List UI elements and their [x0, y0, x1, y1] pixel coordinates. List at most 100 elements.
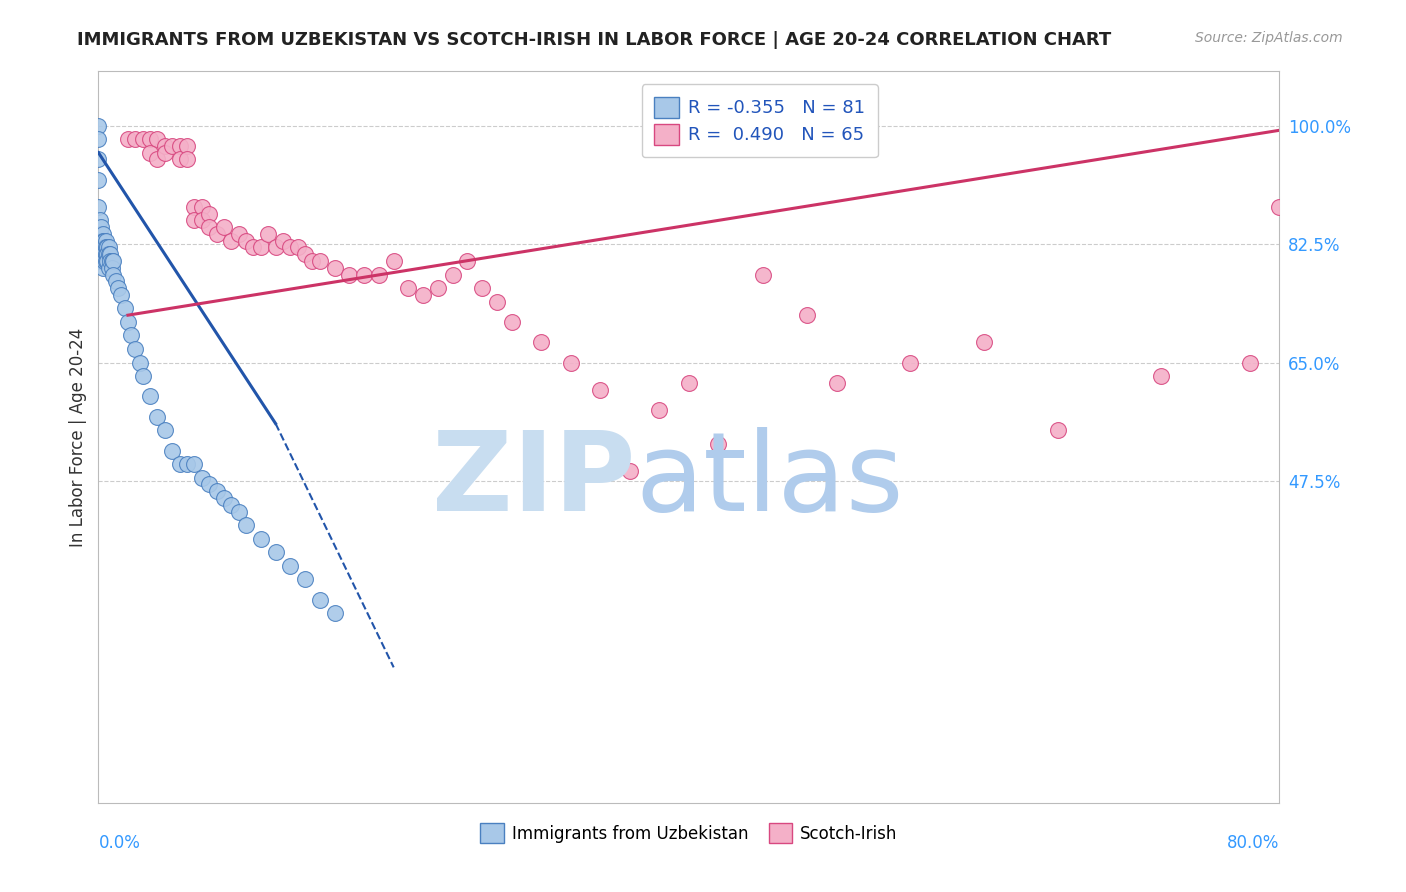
Point [280, 240, 302, 254]
Point [96, 240, 118, 254]
Point [91, 234, 114, 248]
Point [89, 213, 111, 227]
Point [301, 254, 323, 268]
Point [486, 294, 509, 309]
Point [139, 389, 162, 403]
Point [105, 274, 128, 288]
Point [441, 268, 464, 282]
Point [162, 139, 183, 153]
Point [198, 206, 221, 220]
Point [96, 247, 118, 261]
Point [212, 491, 235, 505]
Point [228, 505, 250, 519]
Point [107, 281, 129, 295]
Point [900, 355, 922, 369]
Point [110, 288, 132, 302]
Point [648, 403, 671, 417]
Point [271, 234, 294, 248]
Point [309, 254, 332, 268]
Point [169, 139, 191, 153]
Point [323, 606, 346, 620]
Point [619, 464, 641, 478]
Point [205, 227, 228, 241]
Legend: Immigrants from Uzbekistan, Scotch-Irish: Immigrants from Uzbekistan, Scotch-Irish [474, 817, 904, 849]
Point [117, 315, 139, 329]
Text: Source: ZipAtlas.com: Source: ZipAtlas.com [1195, 31, 1343, 45]
Point [146, 153, 169, 167]
Point [1046, 423, 1070, 437]
Point [87, 132, 110, 146]
Point [257, 227, 280, 241]
Point [93, 254, 115, 268]
Point [264, 545, 287, 559]
Point [169, 153, 191, 167]
Point [221, 498, 243, 512]
Point [98, 254, 121, 268]
Point [264, 240, 287, 254]
Point [87, 119, 110, 133]
Point [93, 240, 115, 254]
Point [1150, 369, 1173, 384]
Point [87, 153, 110, 167]
Point [94, 240, 117, 254]
Point [93, 247, 115, 261]
Point [132, 132, 155, 146]
Text: IMMIGRANTS FROM UZBEKISTAN VS SCOTCH-IRISH IN LABOR FORCE | AGE 20-24 CORRELATIO: IMMIGRANTS FROM UZBEKISTAN VS SCOTCH-IRI… [77, 31, 1112, 49]
Point [128, 355, 150, 369]
Point [294, 572, 316, 586]
Point [120, 328, 142, 343]
Point [1268, 200, 1291, 214]
Point [176, 153, 198, 167]
Point [91, 227, 114, 241]
Point [117, 132, 139, 146]
Point [323, 260, 346, 275]
Point [1298, 119, 1320, 133]
Point [89, 240, 111, 254]
Point [280, 558, 302, 573]
Point [89, 227, 111, 241]
Point [242, 240, 264, 254]
Point [97, 240, 120, 254]
Point [90, 240, 112, 254]
Point [90, 254, 112, 268]
Point [825, 376, 848, 390]
Point [162, 443, 183, 458]
Point [205, 484, 228, 499]
Point [530, 335, 553, 350]
Point [183, 457, 205, 471]
Point [183, 200, 205, 214]
Point [139, 145, 162, 160]
Point [287, 240, 309, 254]
Point [398, 281, 420, 295]
Point [96, 254, 118, 268]
Text: 80.0%: 80.0% [1227, 834, 1279, 852]
Point [235, 234, 257, 248]
Point [294, 247, 316, 261]
Point [87, 200, 110, 214]
Point [91, 240, 114, 254]
Point [94, 234, 117, 248]
Point [752, 268, 775, 282]
Point [97, 247, 120, 261]
Point [707, 437, 730, 451]
Point [94, 247, 117, 261]
Point [176, 139, 198, 153]
Y-axis label: In Labor Force | Age 20-24: In Labor Force | Age 20-24 [69, 327, 87, 547]
Point [132, 369, 155, 384]
Point [228, 227, 250, 241]
Point [382, 254, 405, 268]
Point [114, 301, 136, 316]
Point [153, 145, 176, 160]
Point [339, 268, 361, 282]
Point [412, 288, 434, 302]
Point [353, 268, 375, 282]
Point [198, 220, 221, 235]
Point [87, 220, 110, 235]
Point [91, 260, 114, 275]
Point [191, 471, 214, 485]
Point [153, 423, 176, 437]
Point [103, 254, 125, 268]
Point [94, 254, 117, 268]
Point [973, 335, 995, 350]
Point [146, 409, 169, 424]
